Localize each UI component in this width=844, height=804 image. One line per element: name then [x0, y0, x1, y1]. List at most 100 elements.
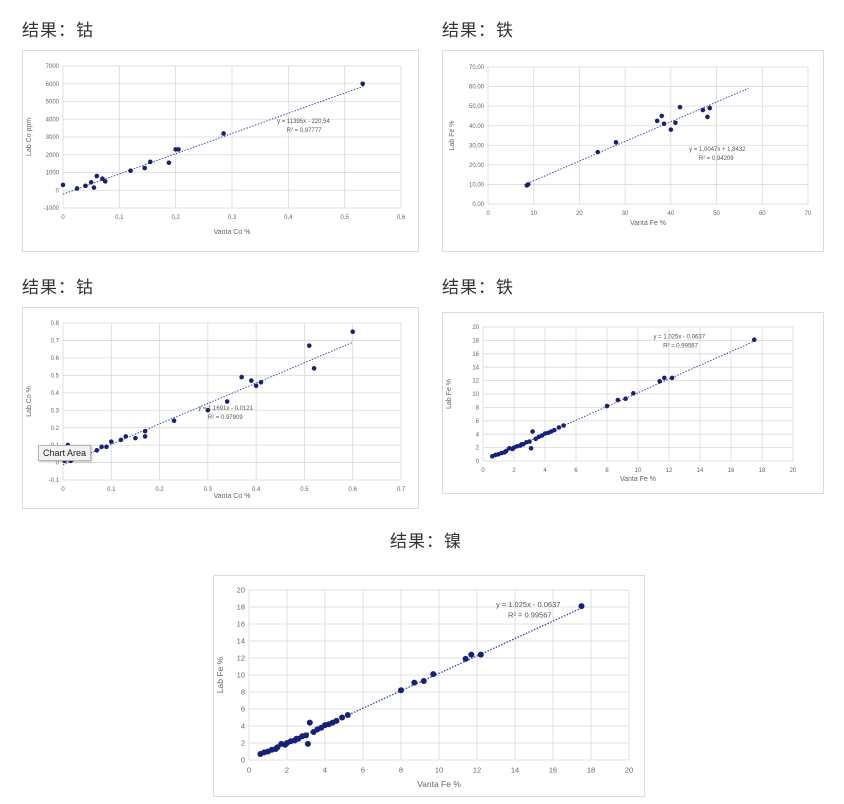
y-tick-label: 10 [237, 671, 245, 680]
data-point [615, 397, 621, 403]
y-tick-label: 10.00 [469, 183, 485, 189]
data-point [677, 104, 683, 110]
data-point [420, 677, 427, 684]
x-tick-label: 0 [61, 487, 65, 493]
x-tick-label: 20 [625, 766, 633, 775]
chart-cobalt-percent[interactable]: 00.10.20.30.40.50.60.7-0.100.10.20.30.40… [22, 307, 419, 509]
y-tick-label: 2000 [46, 153, 60, 159]
data-point [239, 374, 244, 380]
x-tick-label: 0,2 [171, 215, 180, 221]
x-tick-label: 6 [361, 766, 365, 775]
data-point [604, 403, 610, 409]
y-tick-label: 18 [472, 339, 479, 345]
x-tick-label: 0,5 [340, 215, 349, 221]
data-point [104, 444, 109, 450]
x-axis-title: Vanta Fe % [417, 779, 461, 789]
heading-cobalt-1: 结果：钴 [22, 21, 94, 41]
x-axis-title: Vanta Co % [214, 493, 251, 500]
y-tick-label: 6 [476, 419, 480, 425]
y-tick-label: 0.3 [51, 408, 60, 414]
data-point [133, 435, 138, 441]
y-tick-label: 0 [56, 461, 60, 467]
data-point [673, 120, 678, 126]
y-tick-label: 60.00 [469, 85, 485, 91]
data-point [123, 434, 129, 439]
y-tick-label: 70.00 [469, 65, 485, 71]
x-tick-label: 0.5 [300, 487, 309, 493]
data-point [705, 114, 710, 120]
y-tick-label: 10 [472, 392, 479, 398]
y-tick-label: 8 [476, 406, 480, 412]
data-point [430, 671, 437, 678]
data-point [669, 375, 675, 381]
y-tick-label: 0.00 [472, 202, 484, 208]
y-tick-label: 16 [237, 620, 245, 629]
trend-equation: y = 1.025x - 0.0637 [496, 600, 560, 609]
y-tick-label: 1000 [46, 171, 60, 177]
y-tick-label: 14 [237, 637, 245, 646]
data-point [303, 732, 309, 739]
data-point [249, 378, 254, 383]
y-tick-label: 7000 [46, 64, 60, 70]
heading-nickel: 结果：镍 [390, 532, 462, 552]
x-tick-label: 0 [61, 215, 65, 221]
data-point [118, 437, 124, 443]
y-tick-label: 14 [472, 365, 479, 371]
data-point [530, 429, 535, 434]
x-tick-label: 10 [635, 468, 642, 474]
data-point [258, 380, 264, 385]
x-tick-label: 8 [605, 468, 609, 474]
data-point [462, 655, 469, 662]
chart-nickel[interactable]: 0 2 4 6 8 10 12 14 16 18 20 0 2 4 6 8 10 12 14 16 18 20 Vanta … [213, 575, 645, 797]
data-point [525, 182, 531, 187]
chart-area-tooltip: Chart Area [38, 445, 92, 461]
chart-iron-percent-2[interactable]: 0 2 4 6 8 10 12 14 16 18 20 0 2 4 6 8 10 12 14 16 18 20 Vanta … [442, 312, 824, 494]
y-axis-title: Lab Fe % [215, 656, 225, 693]
data-point [477, 651, 484, 658]
y-tick-label: 30.00 [469, 143, 485, 149]
y-tick-label: 8 [241, 688, 245, 697]
data-point [142, 165, 147, 171]
data-point [311, 366, 317, 371]
y-axis-title: Lab Co ppm [26, 118, 33, 156]
data-point [578, 603, 585, 610]
x-tick-label: 16 [728, 468, 735, 474]
trend-r-squared: R² = 0.99567 [663, 343, 699, 349]
y-tick-label: 0.4 [51, 391, 60, 397]
y-tick-label: 4 [476, 432, 480, 438]
x-tick-label: 0.2 [155, 487, 164, 493]
data-point [350, 329, 356, 335]
x-tick-label: 0,6 [397, 215, 406, 221]
x-tick-label: 0 [247, 766, 251, 775]
chart-2: 00.10.20.30.40.50.60.7-0.100.10.20.30.40… [26, 321, 406, 500]
y-tick-label: -1000 [44, 206, 60, 212]
chart-iron-percent-1[interactable]: 0 10 20 30 40 50 60 70 0.00 10.00 20.00 30.00 40.00 5… [442, 50, 824, 252]
data-point [654, 118, 660, 124]
chart-1: 0 10 20 30 40 50 60 70 0.00 10.00 20.00 30.00 40.00 5… [449, 65, 812, 227]
y-tick-label: 0 [476, 459, 480, 465]
y-tick-label: 12 [237, 654, 245, 663]
data-point [556, 425, 562, 430]
trend-r-squared: R² = 0,94209 [699, 156, 735, 162]
data-point [166, 160, 172, 166]
x-tick-label: 8 [399, 766, 403, 775]
x-axis-title: Vanta Fe % [620, 476, 656, 483]
y-tick-label: 0.2 [51, 426, 60, 432]
data-point [253, 383, 259, 389]
x-tick-label: 30 [622, 211, 629, 217]
x-tick-label: 20 [790, 468, 797, 474]
data-point [171, 418, 177, 423]
trend-r-squared: R² = 0.97909 [208, 415, 244, 421]
y-tick-label: 12 [472, 379, 479, 385]
data-point [398, 687, 404, 694]
data-point [659, 113, 665, 119]
trend-line [524, 87, 749, 186]
trend-line [62, 341, 353, 466]
trend-line [258, 607, 582, 757]
chart-cobalt-ppm[interactable]: 0 0,1 0,2 0,3 0,4 0,5 0,6 -1000 0 1000 2000 3000 400… [22, 50, 419, 252]
y-tick-label: 0 [241, 756, 245, 765]
x-tick-label: 14 [511, 766, 519, 775]
data-point [88, 179, 94, 185]
x-tick-label: 4 [543, 468, 547, 474]
y-tick-label: 6000 [46, 82, 60, 88]
